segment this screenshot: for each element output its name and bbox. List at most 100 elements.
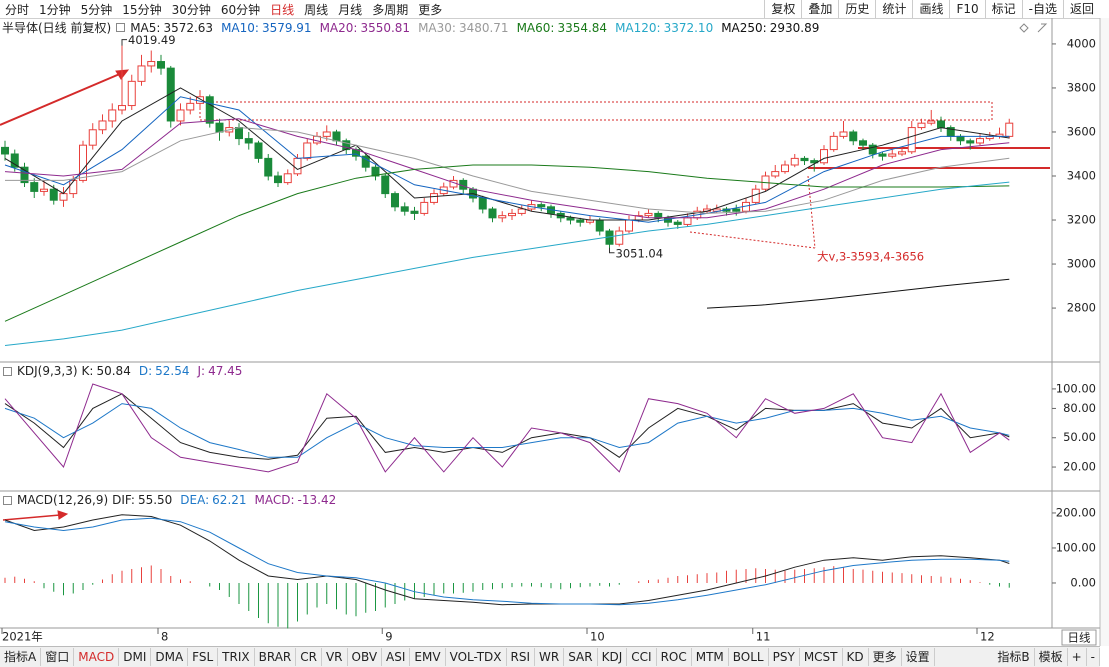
indicator-tab[interactable]: DMI <box>119 648 152 666</box>
period-tab[interactable]: 5分钟 <box>80 2 113 17</box>
candle-body <box>498 215 507 219</box>
indicator-tab[interactable]: FSL <box>188 648 219 666</box>
y-tick-label: 80.00 <box>1063 401 1096 415</box>
tool-button[interactable]: 历史 <box>838 0 875 18</box>
candle-body <box>878 153 887 157</box>
indicator-tab[interactable]: PSY <box>769 648 800 666</box>
indicator-tab[interactable]: 指标A <box>0 648 42 666</box>
indicator-tab[interactable]: CR <box>296 648 322 666</box>
trend-arrow <box>0 72 123 126</box>
diamond-icon <box>1019 23 1029 33</box>
period-tab[interactable]: 1分钟 <box>39 2 71 17</box>
candle-body <box>420 201 429 214</box>
indicator-button[interactable]: 模板 <box>1035 648 1068 666</box>
legend-value: 3550.81 <box>360 20 411 35</box>
panel-title: MACD(12,26,9) <box>17 493 109 507</box>
tool-button[interactable]: 叠加 <box>801 0 838 18</box>
legend-value: 2930.89 <box>769 20 820 35</box>
indicator-tab[interactable]: VOL-TDX <box>446 648 507 666</box>
panel-icon <box>3 495 12 505</box>
indicator-tab[interactable]: MTM <box>692 648 729 666</box>
series-line <box>4 164 1010 322</box>
legend-value: 52.54 <box>155 364 190 378</box>
period-tab[interactable]: 分时 <box>5 2 30 17</box>
tool-button[interactable]: 统计 <box>875 0 912 18</box>
panel-icon <box>116 23 126 32</box>
y-tick-label: 3800 <box>1067 80 1096 94</box>
indicator-tab[interactable]: EMV <box>410 648 446 666</box>
series-line <box>4 118 1010 219</box>
candle-body <box>576 219 585 223</box>
indicator-tab[interactable]: CCI <box>627 648 657 666</box>
legend-value: 50.84 <box>96 364 131 378</box>
candle-body <box>488 208 497 219</box>
legend-name: MA250: <box>721 20 767 35</box>
period-tab[interactable]: 30分钟 <box>171 2 211 17</box>
series-line <box>4 403 1010 458</box>
period-tab[interactable]: 月线 <box>338 2 363 17</box>
indicator-tab[interactable]: DMA <box>151 648 189 666</box>
chart-area: 日线 大v,3-3593,4-3656 2800 3000 3200 3400 3600… <box>0 18 1101 646</box>
indicator-tab[interactable]: WR <box>535 648 565 666</box>
indicator-tab[interactable]: KDJ <box>598 648 628 666</box>
candle-body <box>244 138 253 144</box>
period-tab[interactable]: 15分钟 <box>122 2 162 17</box>
main-legend: 半导体(日线 前复权) MA5: 3572.63 MA10: 3579.91 MA20: 3… <box>2 19 827 36</box>
indicator-tab[interactable]: VR <box>322 648 348 666</box>
indicator-tab[interactable]: BOLL <box>729 648 769 666</box>
indicator-tab[interactable]: OBV <box>348 648 383 666</box>
tool-button[interactable]: 标记 <box>984 0 1022 18</box>
series-line <box>4 514 1010 606</box>
indicator-tab[interactable]: MACD <box>74 648 120 666</box>
period-tab[interactable]: 多周期 <box>372 2 409 17</box>
period-tab[interactable]: 60分钟 <box>220 2 261 17</box>
indicator-tab[interactable]: 窗口 <box>41 648 75 666</box>
indicator-tab[interactable]: 设置 <box>902 648 935 666</box>
y-tick-label: 100.00 <box>1056 381 1096 395</box>
indicator-tab[interactable]: ROC <box>657 648 692 666</box>
legend-name: D: <box>138 364 153 378</box>
candle-body <box>40 188 48 192</box>
indicator-tab[interactable]: 更多 <box>869 648 902 666</box>
candle-body <box>283 173 292 184</box>
indicator-button[interactable]: - <box>1087 648 1100 666</box>
candle-body <box>322 131 331 137</box>
high-label: 4019.49 <box>128 33 176 47</box>
candle-body <box>430 193 438 203</box>
series-line <box>4 517 1010 606</box>
period-tab[interactable]: 周线 <box>304 2 329 17</box>
tool-button[interactable]: 画线 <box>912 0 949 18</box>
tool-button[interactable]: 返回 <box>1062 0 1100 18</box>
candle-body <box>820 149 828 164</box>
x-tick-label: 11 <box>756 630 771 644</box>
tool-button[interactable]: F10 <box>949 0 984 18</box>
indicator-tab[interactable]: ASI <box>382 648 411 666</box>
y-tick-label: 50.00 <box>1063 430 1096 444</box>
legend-name: MACD: <box>254 493 295 507</box>
tool-buttons: 复权 叠加 历史 统计 画线 F10 标记 -自选 返回 <box>764 0 1100 18</box>
tool-button[interactable]: 复权 <box>764 0 801 18</box>
period-tab[interactable]: 日线 <box>270 2 295 17</box>
candle-body <box>98 120 107 131</box>
tool-button[interactable]: -自选 <box>1021 0 1063 18</box>
indicator-tab[interactable]: KD <box>843 648 869 666</box>
legend-value: 3480.71 <box>458 20 509 35</box>
indicator-tab[interactable]: RSI <box>507 648 536 666</box>
candle-body <box>254 142 263 159</box>
range-box <box>199 101 993 121</box>
indicator-tab[interactable]: MCST <box>800 648 843 666</box>
period-tab[interactable]: 更多 <box>418 2 443 17</box>
candle-body <box>917 122 926 129</box>
candle-body <box>859 140 867 146</box>
indicator-tab[interactable]: BRAR <box>255 648 297 666</box>
indicator-button[interactable]: 指标B <box>993 648 1035 666</box>
candle-body <box>79 144 87 181</box>
legend-name: MA10: <box>221 20 259 35</box>
candle-body <box>537 204 546 208</box>
indicator-button[interactable]: + <box>1068 648 1087 666</box>
indicator-tab[interactable]: TRIX <box>218 648 255 666</box>
legend-name: K: <box>81 364 94 378</box>
indicator-tab[interactable]: SAR <box>564 648 598 666</box>
candle-body <box>147 61 156 67</box>
kdj-legend: KDJ(9,3,3) K: 50.84 D: 52.54 J: 47.45 <box>2 364 250 378</box>
